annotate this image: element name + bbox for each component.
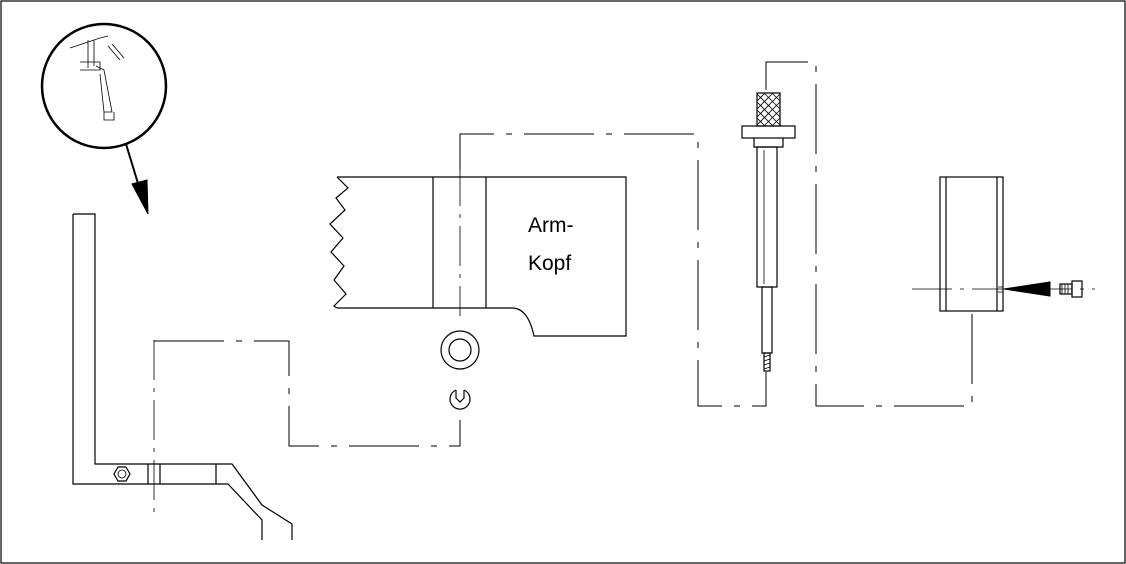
detail-magnifier [40,22,168,215]
sleeve-block [912,176,1095,312]
arm-head-label-line1: Arm- [528,214,574,237]
arm-head-label-line2: Kopf [528,252,571,275]
screw-icon [1003,280,1083,298]
retaining-clip-icon [449,389,471,410]
arm-head-block: Arm- Kopf [329,166,627,337]
hex-nut-icon [113,466,131,482]
probe-pin [741,92,796,372]
routing-lines [154,61,973,447]
l-bracket [72,213,293,540]
washer-icon [440,330,480,370]
